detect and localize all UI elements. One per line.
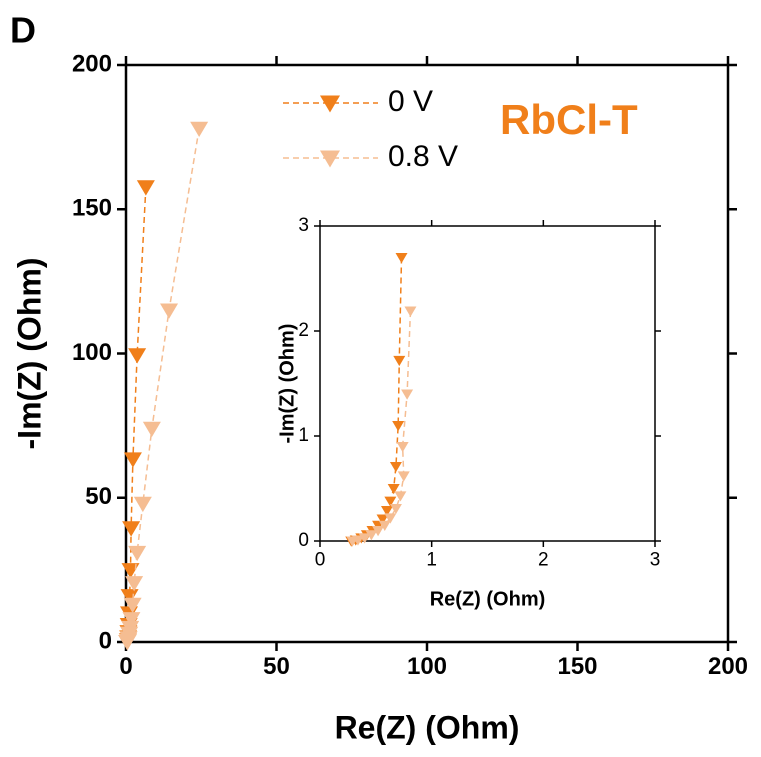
y-tick-label: 0 [298,530,309,551]
annotation: RbCl-T [500,96,638,143]
data-point [378,520,391,531]
inset-background [270,216,675,621]
data-point [365,530,378,541]
data-point [396,442,409,453]
data-point [160,303,179,319]
x-tick-label: 150 [557,653,597,680]
data-point [122,521,141,537]
data-point [372,526,385,537]
data-point [133,496,152,513]
y-tick-label: 100 [72,339,112,366]
data-point [123,597,142,614]
data-point [394,491,407,502]
data-point [142,421,161,438]
legend-marker [320,150,340,168]
data-point [346,536,359,547]
data-point [136,180,155,196]
y-tick-label: 3 [298,215,309,236]
panel-label: D [10,10,36,51]
data-point [190,121,209,138]
x-tick-label: 100 [407,653,447,680]
y-tick-label: 150 [72,195,112,222]
y-tick-label: 1 [298,425,309,446]
y-tick-label: 0 [99,627,112,654]
x-tick-label: 0 [315,549,326,570]
data-point [393,355,406,367]
x-axis-label: Re(Z) (Ohm) [430,588,546,610]
legend-label: 0 V [388,85,433,118]
data-point [401,389,414,400]
data-point [120,589,139,605]
legend-marker [320,95,340,113]
data-point [404,306,417,317]
x-tick-label: 3 [650,549,661,570]
data-point [395,253,408,264]
data-point [384,513,397,524]
data-point [122,612,141,628]
y-tick-label: 200 [72,50,112,77]
data-point [128,348,147,364]
data-point [125,576,144,592]
data-point [381,506,393,517]
data-point [389,503,402,515]
data-point [376,514,389,525]
data-point [392,421,405,432]
y-axis-label: -Im(Z) (Ohm) [276,324,298,444]
data-point [118,634,137,651]
x-tick-label: 200 [708,653,748,680]
data-point [389,461,402,473]
x-axis-label: Re(Z) (Ohm) [335,709,520,745]
y-tick-label: 2 [298,320,309,341]
data-point [387,484,400,495]
data-point [123,452,142,468]
y-axis-label: -Im(Z) (Ohm) [11,258,47,450]
legend-label: 0.8 V [388,140,458,173]
data-point [128,545,147,562]
x-tick-label: 1 [426,549,437,570]
data-point [397,471,410,482]
x-tick-label: 50 [263,653,290,680]
x-tick-label: 2 [538,549,549,570]
plot-frame [319,225,656,542]
data-point [384,496,397,507]
x-tick-label: 0 [119,653,132,680]
y-tick-label: 50 [85,483,112,510]
